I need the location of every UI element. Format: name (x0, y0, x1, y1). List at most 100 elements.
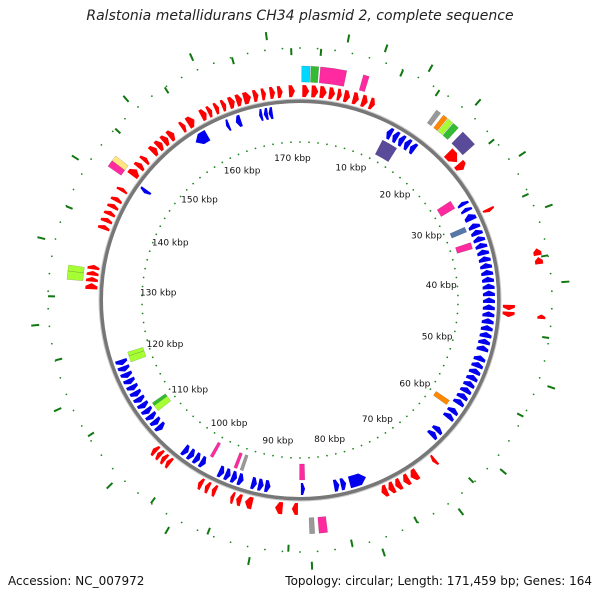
inner-dot (146, 258, 149, 261)
inner-dot (360, 153, 363, 156)
forward-gene (133, 161, 145, 172)
inner-dot (246, 150, 248, 153)
outer-dot (401, 529, 404, 532)
inner-dot (326, 143, 328, 146)
reverse-gene (403, 139, 413, 151)
outer-gene (533, 248, 542, 257)
reverse-gene (117, 364, 130, 372)
outer-dot (547, 342, 550, 345)
reverse-gene (149, 416, 161, 427)
reverse-gene (476, 345, 489, 353)
inner-dot (456, 312, 459, 315)
inner-dot (391, 171, 394, 174)
outer-dot (100, 143, 103, 146)
inner-dot (237, 444, 240, 447)
inner-dot (159, 372, 162, 375)
forward-gene (381, 484, 390, 497)
outer-dot (196, 529, 199, 532)
inner-dot (438, 225, 441, 228)
tick-label: 20 kbp (380, 190, 411, 200)
cog-box (308, 517, 316, 535)
forward-gene (155, 450, 165, 461)
gc-mark (31, 323, 40, 327)
outer-dot (50, 342, 53, 345)
inner-dot (317, 142, 319, 144)
outer-dot (543, 238, 546, 240)
outer-dot (246, 52, 249, 55)
reverse-gene (479, 263, 493, 270)
inner-dot (405, 415, 408, 418)
cog-box (128, 350, 147, 363)
forward-gene (291, 502, 298, 515)
outer-dot (299, 47, 301, 49)
cog-box (455, 242, 473, 254)
reverse-strand-genes (115, 107, 495, 495)
outer-dot (525, 188, 528, 191)
reverse-gene (397, 135, 407, 147)
inner-dot (213, 166, 216, 168)
gc-mark (521, 192, 529, 198)
forward-gene (212, 102, 220, 115)
reverse-gene (477, 249, 490, 257)
gc-mark (540, 254, 549, 258)
tick-label: 140 kbp (152, 238, 189, 248)
outer-dot (72, 409, 75, 412)
inner-dot (299, 457, 301, 459)
inner-dot (163, 217, 166, 220)
reverse-gene (126, 382, 138, 391)
gc-mark (106, 482, 114, 490)
inner-dot (151, 241, 154, 244)
inner-dot (456, 285, 459, 288)
forward-gene (86, 270, 99, 277)
backbone-circle (99, 99, 501, 501)
outer-dot (281, 47, 284, 50)
reverse-gene (263, 107, 269, 121)
outer-dot (508, 440, 510, 442)
inner-dot (148, 250, 151, 253)
reverse-gene (481, 269, 494, 277)
gc-mark (434, 89, 441, 97)
reverse-gene (191, 452, 201, 464)
forward-gene (164, 457, 175, 469)
inner-dot (326, 454, 328, 457)
inner-dot (360, 444, 363, 447)
reverse-gene (154, 421, 165, 432)
inner-dot (384, 166, 387, 168)
forward-gene (288, 85, 295, 98)
gc-mark (164, 526, 171, 535)
outer-dot (180, 521, 183, 524)
inner-dot (343, 147, 346, 150)
reverse-gene (136, 400, 149, 410)
outer-dot (334, 49, 336, 52)
inner-dot (290, 456, 292, 459)
forward-gene (230, 492, 236, 504)
gc-mark (499, 468, 507, 475)
reverse-gene (475, 242, 488, 250)
inner-dot (163, 380, 166, 383)
inner-dot (449, 250, 452, 253)
gc-mark (53, 407, 62, 413)
gc-mark (544, 203, 553, 209)
forward-gene (100, 217, 113, 225)
inner-dot (405, 182, 408, 185)
inner-dot (185, 188, 188, 191)
inner-dot (434, 217, 437, 220)
inner-dot (308, 456, 310, 459)
gc-skew-marks (31, 32, 570, 570)
cog-box (449, 226, 468, 239)
forward-gene (184, 116, 195, 129)
gc-mark (488, 138, 495, 145)
inner-dot (442, 233, 445, 236)
forward-gene (260, 88, 267, 101)
inner-dot (412, 409, 415, 412)
outer-dot (432, 512, 435, 515)
forward-gene (103, 210, 116, 218)
forward-gene (139, 155, 150, 166)
inner-dot (263, 452, 266, 455)
outer-dot (351, 52, 354, 55)
inner-dot (206, 426, 209, 429)
inner-dot (168, 388, 171, 391)
outer-dot (316, 47, 319, 50)
inner-dot (192, 182, 195, 185)
gc-mark (122, 95, 130, 103)
